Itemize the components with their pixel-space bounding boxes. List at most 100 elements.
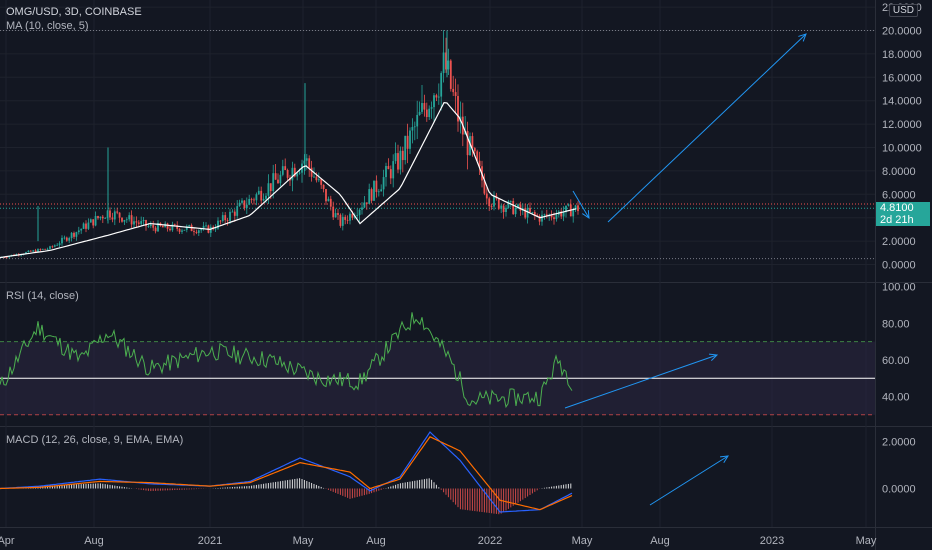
candle-body (466, 131, 469, 156)
candle-body (233, 211, 236, 216)
candle-body (476, 151, 479, 161)
candle-body (356, 215, 359, 216)
candle-body (140, 221, 143, 224)
candle-body (373, 180, 375, 201)
macd-trend-arrow-head (719, 455, 729, 464)
candle-body (137, 222, 140, 224)
candle-body (341, 216, 344, 226)
candle-body (416, 114, 419, 127)
y-tick-label: 12.0000 (882, 119, 922, 131)
candle-body (505, 207, 507, 213)
candle-body (197, 230, 200, 233)
down-arrow (572, 190, 590, 219)
rsi-indicator-label[interactable]: RSI (14, close) (6, 290, 79, 302)
candle-body (440, 73, 443, 97)
candle-body (565, 205, 567, 213)
candle-body (488, 198, 491, 207)
rsi-tick-label: 80.00 (882, 318, 910, 330)
candle-body (339, 214, 342, 226)
candle-body (269, 183, 272, 192)
candle-body (169, 228, 171, 231)
candle-body (125, 219, 128, 221)
candle-body (430, 107, 433, 109)
candle-body (214, 228, 217, 230)
candle-body (176, 225, 179, 229)
candle-body (375, 180, 378, 192)
macd-line (0, 431, 573, 513)
candle-body (85, 223, 87, 229)
candle-body (5, 257, 8, 259)
candle-body (3, 257, 6, 258)
candle-body (497, 198, 500, 209)
candle-body (533, 212, 536, 215)
y-tick-label: 10.0000 (882, 143, 922, 155)
macd-indicator-label[interactable]: MACD (12, 26, close, 9, EMA, EMA) (6, 434, 184, 446)
candle-body (39, 249, 42, 250)
candle-body (229, 211, 231, 221)
ma-indicator-label[interactable]: MA (10, close, 5) (6, 20, 89, 32)
candle-body (452, 88, 455, 93)
candle-body (248, 198, 251, 205)
candle-body (262, 198, 265, 201)
rsi-line (0, 312, 573, 409)
candle-body (296, 173, 299, 177)
candle-body (406, 135, 409, 149)
candle-body (423, 103, 426, 110)
candle-body (75, 232, 78, 237)
candle-body (46, 248, 49, 250)
y-tick-label: 0.0000 (882, 260, 916, 272)
y-tick-label: 2.0000 (882, 236, 916, 248)
candle-body (413, 126, 416, 128)
candle-body (310, 167, 313, 177)
candle-body (526, 208, 529, 218)
candle-body (483, 180, 486, 194)
candle-body (219, 220, 222, 222)
candle-body (142, 220, 145, 222)
candle-body (284, 166, 287, 170)
candle-body (560, 211, 563, 217)
candle-body (68, 238, 71, 241)
candle-body (37, 249, 39, 253)
candle-body (149, 224, 152, 226)
candle-body (145, 220, 147, 227)
candle-body (550, 214, 553, 218)
y-tick-label: 14.0000 (882, 96, 922, 108)
candle-body (241, 200, 243, 203)
currency-badge[interactable]: USD (888, 4, 918, 17)
candle-body (425, 109, 428, 118)
macd-trend-arrow (649, 455, 729, 506)
macd-tick-label: 2.0000 (882, 437, 916, 449)
candle-body (173, 224, 176, 226)
candle-body (382, 177, 385, 190)
candle-body (387, 165, 390, 170)
candle-body (94, 216, 97, 226)
candle-body (274, 173, 277, 180)
candle-body (377, 191, 380, 193)
candle-body (61, 237, 63, 244)
rsi-tick-label: 100.00 (882, 282, 916, 294)
x-tick-label: Aug (366, 535, 386, 547)
candle-body (121, 217, 123, 222)
candle-body (128, 215, 131, 220)
y-tick-label: 16.0000 (882, 72, 922, 84)
candle-body (397, 153, 399, 170)
candle-body (245, 204, 248, 208)
candle-body (517, 204, 519, 209)
candle-body (183, 229, 186, 231)
candle-body (130, 215, 133, 225)
candle-body (27, 250, 30, 253)
x-tick-label: May (572, 535, 593, 547)
candle-body (411, 126, 414, 131)
candle-body (457, 96, 459, 122)
macd-tick-label: 0.0000 (882, 484, 916, 496)
candle-body (313, 176, 315, 178)
candle-body (154, 227, 157, 232)
candle-body (478, 160, 481, 167)
candle-body (58, 243, 61, 245)
candle-body (181, 230, 183, 232)
rsi-tick-label: 60.00 (882, 355, 910, 367)
candle-body (243, 200, 246, 208)
candle-body (305, 158, 308, 161)
candle-body (87, 222, 90, 229)
